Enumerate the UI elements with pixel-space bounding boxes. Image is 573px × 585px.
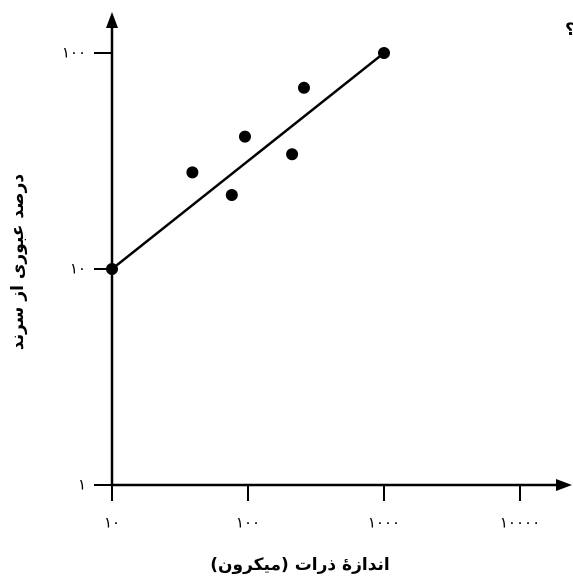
data-point <box>286 148 299 161</box>
data-point <box>378 47 390 59</box>
y-tick-label: ۱۰ <box>70 260 86 278</box>
x-axis-label: اندازهٔ ذرات (میکرون) <box>210 555 389 575</box>
x-tick-label: ۱۰ <box>104 514 120 532</box>
chart-title: k کدام است؟ <box>565 20 573 40</box>
y-axis-arrow <box>106 12 118 28</box>
x-axis-arrow <box>556 479 572 491</box>
x-tick-label: ۱۰۰۰۰ <box>500 514 540 532</box>
x-tick-label: ۱۰۰ <box>236 514 260 532</box>
data-point <box>106 263 118 275</box>
x-tick-label: ۱۰۰۰ <box>368 514 400 532</box>
y-tick-label: ۱۰۰ <box>62 44 86 62</box>
fit-line <box>111 52 385 270</box>
data-point <box>186 166 199 179</box>
y-axis-label: درصد عبوری از سرند <box>8 174 28 350</box>
data-point <box>225 189 238 202</box>
data-point <box>238 130 251 143</box>
data-point <box>297 81 310 94</box>
y-tick-label: ۱ <box>78 476 86 494</box>
